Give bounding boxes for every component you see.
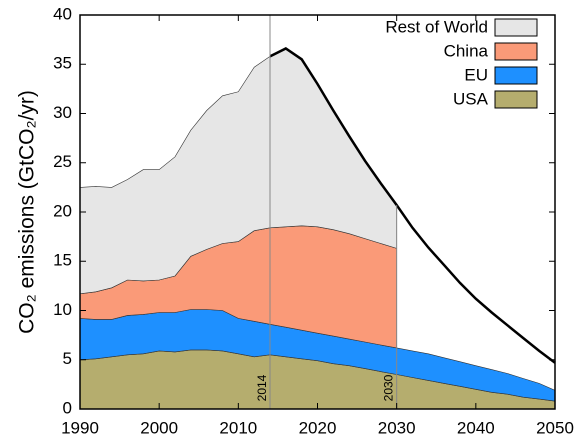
legend-swatch [494, 18, 538, 37]
y-tick-label: 0 [63, 398, 72, 417]
legend-swatch [494, 90, 538, 109]
total-line [269, 47, 556, 364]
x-tick-label: 1990 [61, 418, 99, 437]
marker-label: 2014 [255, 374, 269, 401]
y-tick-label: 30 [53, 103, 72, 122]
legend-label: EU [464, 65, 488, 84]
x-tick-label: 2000 [140, 418, 178, 437]
x-tick-label: 2050 [536, 418, 574, 437]
legend-label: USA [453, 89, 489, 108]
legend-label: Rest of World [385, 17, 488, 36]
y-axis-label: CO₂ emissions (GtCO₂/yr) [16, 90, 39, 334]
legend-swatch [494, 42, 538, 61]
x-tick-label: 2020 [299, 418, 337, 437]
y-tick-label: 5 [63, 349, 72, 368]
y-tick-label: 20 [53, 201, 72, 220]
y-tick-label: 10 [53, 300, 72, 319]
y-tick-label: 25 [53, 152, 72, 171]
y-tick-label: 35 [53, 54, 72, 73]
x-tick-label: 2030 [378, 418, 416, 437]
legend-swatch [494, 66, 538, 85]
x-tick-label: 2010 [219, 418, 257, 437]
marker-label: 2030 [382, 374, 396, 401]
x-tick-label: 2040 [457, 418, 495, 437]
y-tick-label: 15 [53, 251, 72, 270]
y-tick-label: 40 [53, 4, 72, 23]
legend-label: China [444, 41, 489, 60]
